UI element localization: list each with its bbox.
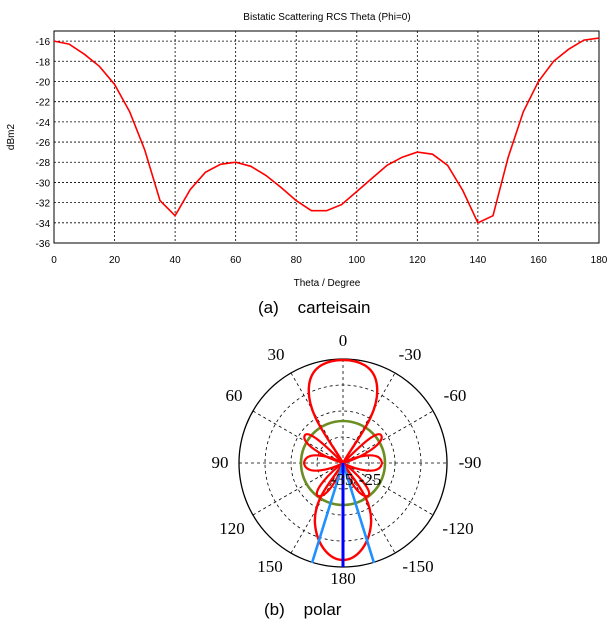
y-tick-label: -34 [36, 219, 51, 230]
y-tick-label: -24 [36, 118, 51, 129]
plot-frame [53, 30, 600, 244]
angle-label-0: 0 [339, 331, 348, 350]
y-tick-label: -28 [36, 158, 51, 169]
pattern-right-lower-lobe [341, 460, 371, 498]
angle-label-minus120: -120 [442, 519, 473, 538]
angle-label-minus150: -150 [402, 557, 433, 576]
y-tick-label: -30 [36, 178, 51, 189]
x-tick-label: 60 [230, 255, 242, 266]
angle-label-minus90: -90 [459, 453, 482, 472]
angle-label-90: 90 [212, 453, 229, 472]
angle-label-60: 60 [226, 386, 243, 405]
caption-b: (b) polar [264, 600, 342, 619]
chart-title: Bistatic Scattering RCS Theta (Phi=0) [243, 12, 410, 23]
y-tick-label: -16 [36, 37, 51, 48]
x-tick-label: 20 [109, 255, 121, 266]
pattern-top-lobe [307, 358, 379, 466]
x-tick-label: 180 [591, 255, 608, 266]
pattern-right-mid-lobe [340, 454, 384, 472]
x-tick-label: 40 [170, 255, 182, 266]
x-tick-label: 80 [291, 255, 303, 266]
x-tick-label: 0 [51, 255, 57, 266]
x-tick-label: 120 [409, 255, 426, 266]
y-axis: -16 -18 -20 -22 -24 -26 -28 -30 -32 -34 -36 [36, 37, 51, 250]
y-tick-label: -20 [36, 77, 51, 88]
angle-label-30: 30 [268, 345, 285, 364]
y-tick-label: -36 [36, 239, 51, 250]
angle-label-180: 180 [330, 569, 356, 588]
beam-right [341, 462, 376, 564]
beam-left [310, 462, 345, 564]
x-tick-label: 160 [530, 255, 547, 266]
y-axis-label: dBm2 [6, 124, 17, 151]
angle-label-minus60: -60 [444, 386, 467, 405]
pattern-left-mid-lobe [302, 454, 346, 472]
caption-a: (a) carteisain [258, 298, 371, 317]
angle-label-150: 150 [257, 557, 283, 576]
x-tick-label: 100 [348, 255, 365, 266]
rcs-series-line [53, 37, 600, 224]
polar-chart: 0 30 -30 60 -60 90 -90 120 -120 150 -150… [212, 331, 482, 588]
y-tick-label: -18 [36, 57, 51, 68]
y-tick-label: -26 [36, 138, 51, 149]
angle-label-120: 120 [219, 519, 245, 538]
radial-label-minus35: -35 [331, 470, 354, 489]
x-axis-label: Theta / Degree [294, 278, 361, 289]
x-axis: 0 20 40 60 80 100 120 140 160 180 [51, 255, 608, 266]
y-tick-label: -22 [36, 98, 51, 109]
x-tick-label: 140 [470, 255, 487, 266]
cartesian-chart: Bistatic Scattering RCS Theta (Phi=0) -1… [6, 12, 608, 289]
angle-label-minus30: -30 [399, 345, 422, 364]
y-tick-label: -32 [36, 199, 51, 210]
radial-label-minus25: -25 [359, 470, 382, 489]
pattern-left-lower-lobe [315, 460, 345, 498]
